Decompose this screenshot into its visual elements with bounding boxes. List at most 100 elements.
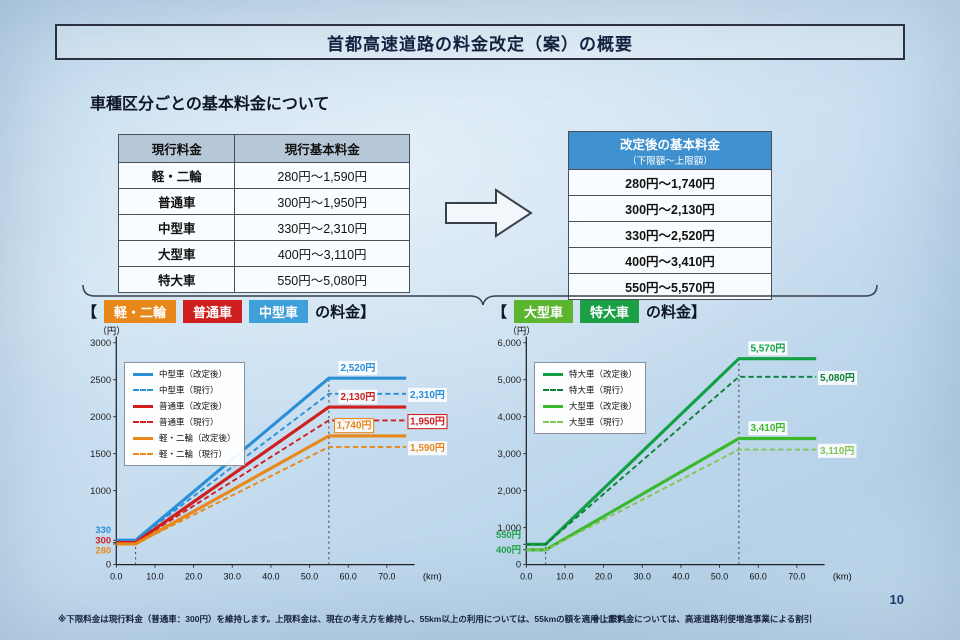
y-tick-label: 6,000: [498, 337, 522, 348]
x-tick-label: 40.0: [672, 571, 689, 581]
legend-line-sample: [133, 421, 153, 423]
fare-range: 550円～5,080円: [234, 266, 410, 293]
fare-range: 400円～3,110円: [234, 240, 410, 267]
x-tick-label: 20.0: [185, 571, 202, 581]
y-tick-label: 0: [516, 559, 521, 570]
legend-entry: 軽・二輪（現行）: [133, 448, 236, 460]
series-line: [116, 392, 407, 542]
price-label: 1,590円: [410, 442, 445, 454]
legend-entry: 大型車（改定後）: [543, 400, 637, 412]
x-tick-label: 70.0: [788, 571, 805, 581]
page-title-box: 首都高速道路の料金改定（案）の概要: [55, 24, 905, 60]
legend-line-sample: [133, 404, 153, 408]
x-unit-label: (km): [833, 570, 852, 581]
legend-label: 中型車（現行）: [159, 385, 219, 395]
table-row: 280円～1,740円: [568, 169, 772, 196]
x-tick-label: 60.0: [340, 571, 357, 581]
price-label-box: [338, 389, 378, 404]
badge-futsusha: 普通車: [183, 299, 243, 323]
table-row: 特大車 550円～5,080円: [117, 266, 410, 293]
y-tick-label: 2500: [90, 374, 111, 385]
legend-line-sample: [543, 421, 563, 423]
chart-section-small-vehicles: 【 軽・二輪 普通車 中型車 の料金】 3000 2500 2000 1500 1000…: [68, 298, 480, 616]
price-label: 2,130円: [340, 391, 375, 403]
table-row: 330円～2,520円: [568, 221, 772, 248]
bracket-open: 【: [82, 303, 98, 321]
table-row: 400円～3,410円: [568, 247, 772, 274]
revised-header-line1: 改定後の基本料金: [619, 138, 720, 152]
table-row: 中型車 330円～2,310円: [117, 214, 410, 241]
vehicle-category: 普通車: [117, 188, 236, 215]
price-label: 2,520円: [340, 362, 375, 374]
fare-range: 330円～2,520円: [568, 221, 772, 248]
legend-label: 普通車（改定後）: [159, 401, 228, 411]
y-tick-label: 3000: [90, 337, 111, 348]
x-tick-label: 30.0: [224, 571, 241, 581]
y-unit-label: （円）: [97, 326, 125, 336]
page-title: 首都高速道路の料金改定（案）の概要: [327, 34, 633, 54]
y-tick-label: 2,000: [498, 485, 522, 496]
price-label: 3,110円: [820, 445, 854, 457]
legend-label: 特大車（現行）: [569, 385, 629, 395]
legend-label: 軽・二輪（現行）: [159, 449, 228, 459]
fare-range: 300円～2,130円: [568, 195, 772, 222]
section-header: 【 大型車 特大車 の料金】: [492, 298, 890, 324]
legend-entry: 軽・二輪（改定後）: [133, 432, 236, 444]
price-label-box: [748, 341, 788, 356]
badge-tokudai: 特大車: [580, 299, 640, 323]
legend-label: 大型車（現行）: [569, 417, 629, 427]
y-tick-label: 0: [106, 559, 111, 570]
badge-chugata: 中型車: [249, 299, 309, 323]
fare-range: 400円～3,410円: [568, 247, 772, 274]
legend-entry: 特大車（改定後）: [543, 368, 637, 380]
x-tick-label: 20.0: [595, 571, 612, 581]
x-tick-label: 50.0: [711, 571, 728, 581]
price-label-box: [817, 443, 857, 458]
legend-entry: 普通車（現行）: [133, 416, 236, 428]
legend-line-sample: [543, 389, 563, 391]
x-tick-label: 50.0: [301, 571, 318, 581]
price-label-box: [407, 441, 448, 456]
current-fare-table: 現行料金 現行基本料金 軽・二輪 280円～1,590円 普通車 300円～1,…: [117, 134, 410, 293]
table-header-row: 現行料金 現行基本料金: [117, 134, 410, 163]
price-label: 3,410円: [750, 422, 785, 434]
legend-label: 普通車（現行）: [159, 417, 219, 427]
y-tick-label: 1000: [90, 485, 111, 496]
table-header-row: 改定後の基本料金 （下限額～上限額）: [568, 131, 772, 170]
section-suffix: の料金】: [315, 303, 376, 321]
price-label: 5,570円: [750, 342, 785, 354]
y-tick-label: 280: [95, 544, 111, 555]
price-label: 1,950円: [410, 416, 445, 428]
y-tick-label: 3,000: [498, 448, 522, 459]
x-unit-label: (km): [423, 570, 442, 581]
x-tick-label: 30.0: [634, 571, 651, 581]
bracket-open: 【: [492, 303, 508, 321]
fare-range: 280円～1,590円: [234, 162, 410, 189]
vehicle-category: 大型車: [117, 240, 236, 267]
fare-range: 330円～2,310円: [234, 214, 410, 241]
price-label-box: [748, 421, 788, 436]
legend-entry: 大型車（現行）: [543, 416, 637, 428]
legend-line-sample: [133, 453, 153, 455]
fare-range: 300円～1,950円: [234, 188, 410, 215]
price-label: 1,740円: [337, 420, 372, 432]
x-tick-label: 10.0: [556, 571, 573, 581]
price-label: 5,080円: [820, 372, 855, 384]
y-tick-label: 1,000: [498, 522, 522, 533]
subtitle: 車種区分ごとの基本料金について: [90, 96, 330, 113]
badge-kei-nirin: 軽・二輪: [104, 299, 177, 323]
y-tick-label: 550円: [496, 529, 521, 540]
legend-entry: 中型車（改定後）: [133, 368, 236, 380]
chart-legend: 中型車（改定後） 中型車（現行） 普通車（改定後） 普通車（現行） 軽・二輪（改定後） 軽…: [124, 362, 245, 466]
legend-line-sample: [133, 372, 153, 376]
legend-label: 中型車（改定後）: [159, 369, 228, 379]
price-label-box: [333, 418, 375, 434]
x-tick-label: 10.0: [146, 571, 163, 581]
section-header: 【 軽・二輪 普通車 中型車 の料金】: [82, 298, 480, 324]
y-tick-label: 2000: [90, 411, 111, 422]
page-number: 10: [889, 592, 904, 607]
revised-header-line2: （下限額～上限額）: [627, 156, 713, 167]
y-tick-label: 4,000: [498, 411, 522, 422]
